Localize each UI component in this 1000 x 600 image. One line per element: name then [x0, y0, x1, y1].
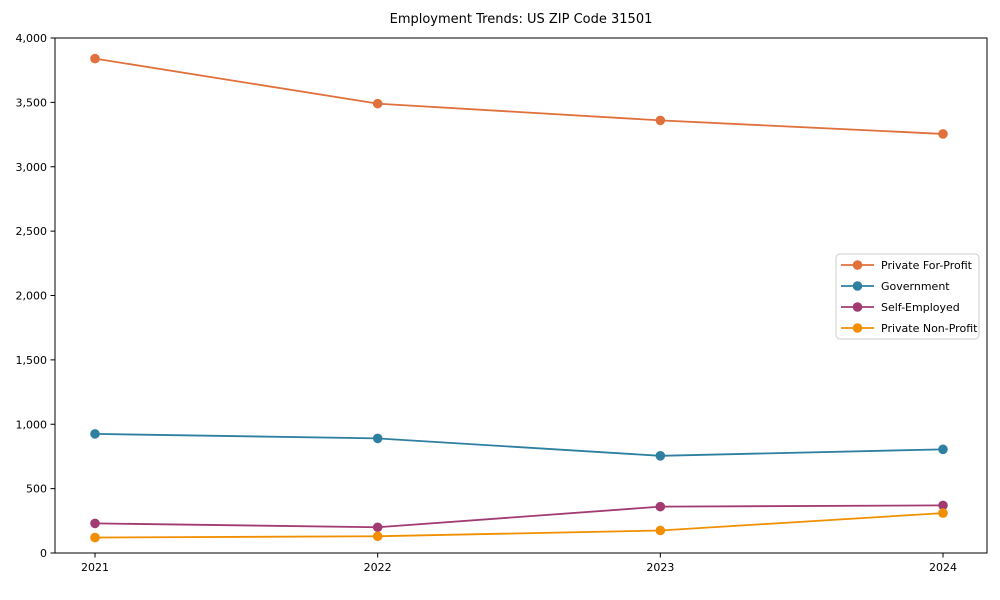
- series-marker: [90, 518, 100, 529]
- series-marker: [655, 450, 666, 461]
- legend-marker: [852, 302, 863, 312]
- series-marker: [655, 525, 666, 536]
- y-tick-label: 2,500: [16, 225, 48, 238]
- series-marker: [938, 508, 948, 518]
- legend-label: Private For-Profit: [881, 259, 973, 272]
- series-marker: [938, 500, 948, 511]
- y-tick-label: 3,000: [16, 161, 48, 174]
- y-tick-label: 1,500: [16, 354, 48, 367]
- series-marker: [372, 98, 383, 109]
- y-tick-label: 500: [26, 483, 47, 496]
- legend-box: [835, 253, 980, 340]
- y-tick-label: 0: [40, 547, 47, 560]
- series-marker: [938, 444, 948, 455]
- series-line: [94, 512, 944, 539]
- series-line: [94, 433, 944, 457]
- legend-label: Self-Employed: [881, 301, 960, 314]
- legend-label: Government: [881, 280, 950, 293]
- legend-marker: [852, 281, 863, 291]
- chart-title: Employment Trends: US ZIP Code 31501: [389, 12, 653, 27]
- x-tick-label: 2024: [929, 561, 957, 574]
- y-tick-label: 3,500: [16, 96, 48, 109]
- series-marker: [372, 433, 383, 444]
- series-marker: [372, 522, 383, 533]
- series-line: [94, 57, 944, 135]
- series-line: [94, 504, 944, 529]
- x-tick-label: 2022: [364, 561, 392, 574]
- series-marker: [90, 429, 100, 439]
- series-marker: [90, 53, 100, 64]
- series-marker: [655, 115, 666, 126]
- series-marker: [655, 501, 666, 512]
- legend-marker: [852, 260, 863, 270]
- y-tick-label: 2,000: [16, 290, 48, 303]
- x-tick-label: 2021: [81, 561, 109, 574]
- series-marker: [90, 532, 100, 543]
- y-tick-label: 1,000: [16, 418, 48, 431]
- series-marker: [938, 129, 948, 139]
- series-marker: [372, 531, 383, 542]
- x-tick-label: 2023: [646, 561, 674, 574]
- legend-marker: [852, 323, 863, 333]
- legend-label: Private Non-Profit: [881, 322, 978, 335]
- y-tick-label: 4,000: [16, 32, 48, 45]
